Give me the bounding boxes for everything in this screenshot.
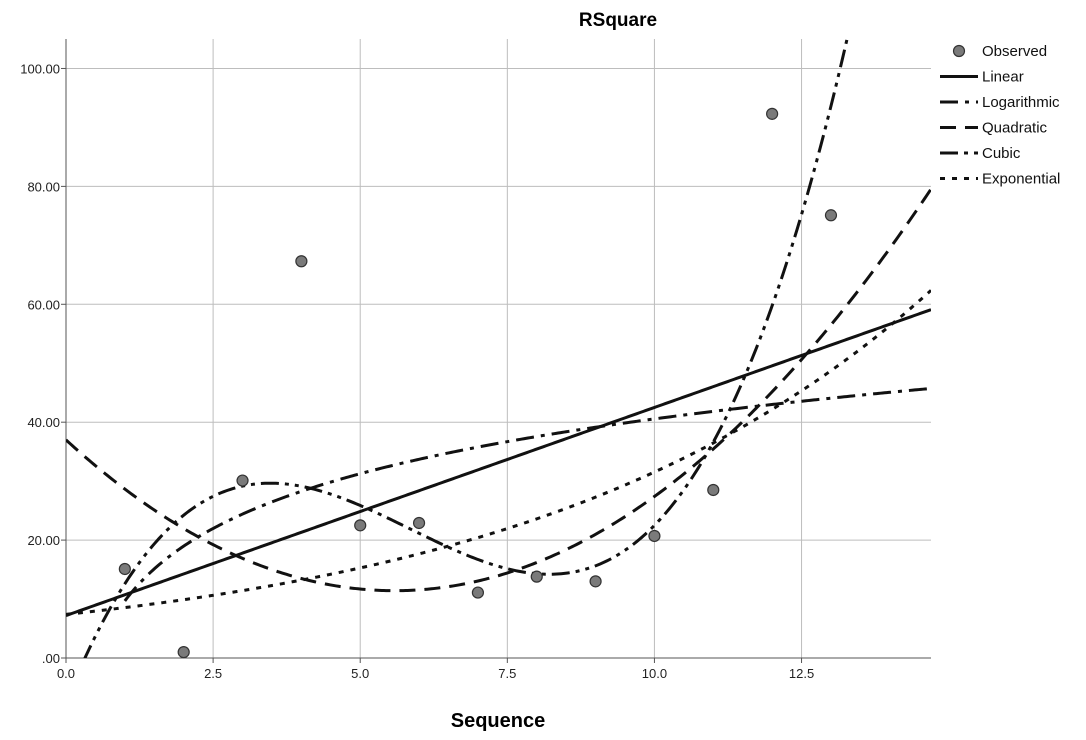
observed-point	[589, 575, 602, 588]
x-axis-label: Sequence	[451, 710, 545, 732]
y-tick-label: .00	[42, 651, 60, 666]
observed-point	[236, 474, 249, 487]
legend-label: Quadratic	[982, 120, 1048, 137]
observed-point	[530, 570, 543, 583]
fit-line-quadratic	[66, 188, 931, 593]
observed-point	[177, 646, 190, 659]
legend-label: Exponential	[982, 171, 1060, 188]
x-tick-label: 12.5	[789, 666, 814, 681]
legend-label: Logarithmic	[982, 94, 1060, 111]
legend-label: Observed	[982, 43, 1047, 60]
observed-point	[824, 209, 838, 222]
y-tick-label: 60.00	[27, 297, 60, 312]
observed-point	[354, 519, 367, 532]
fit-line-cubic	[83, 39, 849, 658]
observed-points	[118, 107, 838, 659]
fit-line-logarithmic	[123, 386, 931, 602]
observed-point	[766, 107, 779, 120]
observed-point	[471, 586, 485, 599]
x-tick-label: 10.0	[642, 666, 667, 681]
x-tick-label: 5.0	[351, 666, 369, 681]
fit-lines	[66, 39, 931, 658]
observed-point	[648, 529, 661, 543]
observed-point	[118, 562, 131, 576]
y-tick-label: 80.00	[27, 179, 60, 194]
tick-labels: 0.0 2.5 5.0 7.5 10.0 12.5 .00 20.00 40.00 60.00 80…	[20, 61, 814, 681]
legend-label: Cubic	[982, 145, 1021, 162]
legend-marker-observed	[952, 44, 966, 58]
fit-line-exponential	[66, 289, 931, 616]
chart-title: RSquare	[579, 10, 657, 31]
legend-label: Linear	[982, 69, 1024, 86]
y-tick-label: 40.00	[27, 415, 60, 430]
observed-point	[295, 255, 308, 268]
x-tick-label: 2.5	[204, 666, 222, 681]
grid	[66, 39, 931, 658]
observed-point	[412, 516, 426, 530]
y-tick-label: 20.00	[27, 533, 60, 548]
y-tick-label: 100.00	[20, 61, 60, 76]
axes	[61, 39, 931, 663]
observed-point	[707, 483, 720, 497]
x-tick-label: 0.0	[57, 666, 75, 681]
fit-line-linear	[66, 308, 931, 617]
x-tick-label: 7.5	[498, 666, 516, 681]
legend: Observed Linear Logarithmic Quadratic Cubic E…	[940, 43, 1060, 188]
